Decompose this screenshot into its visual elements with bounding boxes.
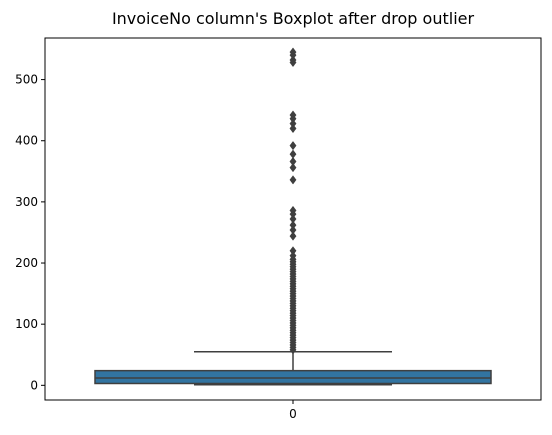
iqr-box <box>94 369 492 385</box>
y-axis: 0 100 200 300 400 500 <box>15 73 45 392</box>
y-tick-label: 200 <box>15 256 38 270</box>
outlier-point <box>289 345 297 355</box>
outlier-point <box>289 175 297 185</box>
y-tick-label: 0 <box>30 378 38 392</box>
chart-title: InvoiceNo column's Boxplot after drop ou… <box>112 9 475 28</box>
plot-marks <box>94 47 492 386</box>
outlier-point <box>289 163 297 173</box>
y-tick-label: 300 <box>15 195 38 209</box>
y-tick-label: 100 <box>15 317 38 331</box>
outlier-point <box>289 57 297 68</box>
y-tick-label: 500 <box>15 73 38 87</box>
outlier-point <box>289 231 297 241</box>
y-tick-label: 400 <box>15 134 38 148</box>
outlier-point <box>289 123 297 134</box>
x-axis: 0 <box>289 400 297 421</box>
x-tick-label: 0 <box>289 407 297 421</box>
